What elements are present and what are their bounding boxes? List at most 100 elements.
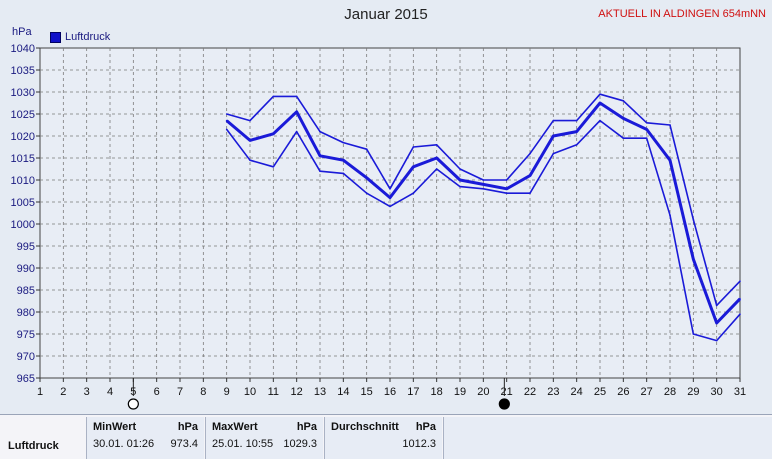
x-tick-label: 16 [384,386,396,398]
data-point-mean [505,188,508,190]
y-axis-unit: hPa [12,26,32,38]
data-point-max [412,146,415,148]
data-point-mean [715,322,718,324]
data-point-mean [389,196,391,199]
data-point-min [645,137,648,139]
data-point-max [389,188,391,190]
y-tick-label: 1005 [11,197,35,209]
x-tick-label: 18 [431,386,443,398]
x-tick-label: 24 [571,386,583,398]
y-tick-label: 990 [17,263,35,275]
x-tick-label: 11 [268,386,279,398]
data-point-min [389,205,391,208]
data-point-mean [692,258,695,261]
data-point-min [575,144,578,146]
data-point-max [622,100,625,102]
data-point-max [645,122,648,124]
data-point-max [249,119,251,122]
station-label: AKTUELL IN ALDINGEN 654mNN [598,8,766,20]
data-point-mean [319,155,321,157]
max-cell: MaxWert hPa 25.01. 10:55 1029.3 [205,417,323,459]
data-point-mean [342,159,345,161]
data-point-mean [552,135,555,137]
y-tick-label: 1020 [11,131,35,143]
min-header: MinWert [93,421,137,433]
min-cell: MinWert hPa 30.01. 01:26 973.4 [86,417,204,459]
x-tick-label: 17 [407,386,419,398]
stats-row-label: Luftdruck [8,440,59,452]
y-tick-label: 1010 [11,175,35,187]
x-tick-label: 9 [224,386,230,398]
data-point-min [459,185,461,188]
data-point-min [692,333,695,335]
x-tick-label: 27 [641,386,653,398]
data-point-mean [272,133,275,135]
data-point-min [319,170,321,172]
data-point-min [482,188,485,190]
x-tick-label: 7 [177,386,183,398]
legend: Luftdruck [50,31,110,43]
data-point-max [552,119,555,122]
y-tick-label: 985 [17,285,35,297]
data-point-mean [645,128,648,131]
y-tick-label: 965 [17,373,35,385]
pressure-chart: 9659709759809859909951000100510101015102… [11,43,746,410]
empty-cell [443,417,772,459]
min-unit: hPa [177,421,198,433]
data-point-mean [575,130,578,133]
data-point-min [669,214,671,216]
data-point-max [319,130,321,133]
data-point-mean [459,179,461,181]
data-point-mean [412,166,415,168]
x-tick-label: 10 [244,386,256,398]
data-point-max [272,95,275,98]
x-tick-label: 2 [60,386,66,398]
data-point-mean [599,102,601,104]
x-tick-label: 22 [524,386,536,398]
max-header: MaxWert [212,421,258,433]
data-point-min [715,339,718,342]
data-point-min [225,128,228,131]
x-tick-label: 31 [734,386,746,398]
data-point-min [505,192,508,194]
min-time: 30.01. 01:26 [93,438,155,450]
y-tick-label: 995 [17,241,35,253]
x-tick-label: 19 [454,386,466,398]
x-tick-label: 26 [617,386,629,398]
data-point-min [599,119,601,122]
data-point-min [552,152,555,155]
full-moon-marker [127,398,139,410]
data-point-min [412,192,415,194]
data-point-mean [739,298,741,300]
data-point-min [342,172,345,175]
data-point-mean [365,177,368,179]
y-tick-label: 1035 [11,65,35,77]
data-point-max [459,168,461,170]
x-tick-label: 12 [291,386,303,398]
x-tick-label: 15 [361,386,373,398]
chart-title: Januar 2015 [344,6,428,23]
y-tick-label: 970 [17,351,35,363]
x-tick-label: 25 [594,386,606,398]
data-point-max [482,179,485,181]
data-point-min [739,313,741,316]
y-tick-label: 1025 [11,109,35,121]
data-point-mean [435,157,438,159]
data-point-min [249,159,251,161]
data-point-max [225,113,228,115]
data-point-max [599,93,601,95]
data-point-mean [669,159,671,161]
max-time: 25.01. 10:55 [212,438,274,450]
data-point-max [505,179,508,181]
avg-header: Durchschnitt [331,421,399,433]
data-point-max [365,148,368,150]
min-value: 973.4 [170,438,198,450]
data-point-max [435,144,438,146]
data-point-min [435,168,438,170]
data-point-min [365,192,368,194]
x-tick-label: 29 [687,386,699,398]
y-tick-label: 1000 [11,219,35,231]
data-point-max [739,280,741,283]
y-tick-label: 975 [17,329,35,341]
data-point-max [669,124,671,126]
